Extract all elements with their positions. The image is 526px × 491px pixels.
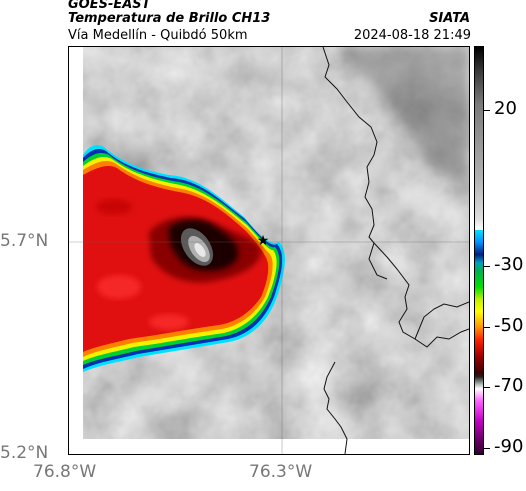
- no-data-left: [69, 47, 83, 454]
- dark-cloud-band: [339, 47, 469, 187]
- map-canvas: ★: [69, 47, 469, 454]
- lat-label-5-2: 5.2°N: [0, 443, 49, 463]
- municipal-border: [414, 301, 469, 340]
- colorbar-label: -90: [494, 436, 524, 457]
- colorbar-label: -50: [494, 315, 524, 336]
- lon-label-76-8: 76.8°W: [33, 462, 97, 482]
- municipal-border: [323, 361, 348, 454]
- bright-cloud: [379, 322, 419, 342]
- department-border: [322, 47, 469, 348]
- warm-patch: [149, 314, 189, 330]
- route-subtitle: Vía Medellín - Quibdó 50km: [68, 28, 248, 43]
- colorbar-label: 20: [494, 98, 517, 119]
- satellite-map[interactable]: ★: [68, 46, 470, 455]
- warm-patch: [96, 199, 132, 215]
- colorbar-tick: [484, 448, 490, 449]
- colorbar-label: -70: [494, 375, 524, 396]
- lon-label-76-3: 76.3°W: [249, 462, 313, 482]
- colorbar-tick: [484, 266, 490, 267]
- bright-cloud: [131, 389, 167, 405]
- coldest-top-center: [194, 243, 206, 257]
- satellite-title: GOES-EAST: [68, 0, 151, 12]
- colorbar-label: -30: [494, 254, 524, 275]
- municipal-border: [368, 242, 388, 280]
- colorbar-tick: [484, 327, 490, 328]
- warm-patch: [97, 275, 141, 299]
- organization-label: SIATA: [429, 11, 470, 26]
- colorbar-tick: [484, 110, 490, 111]
- colorbar-tick: [484, 387, 490, 388]
- no-data-bottom: [69, 439, 469, 454]
- star-icon[interactable]: ★: [257, 233, 270, 249]
- datetime-label: 2024-08-18 21:49: [353, 28, 471, 43]
- lat-label-5-7: 5.7°N: [0, 231, 49, 251]
- product-title: Temperatura de Brillo CH13: [68, 11, 271, 26]
- temperature-colorbar: [474, 46, 484, 455]
